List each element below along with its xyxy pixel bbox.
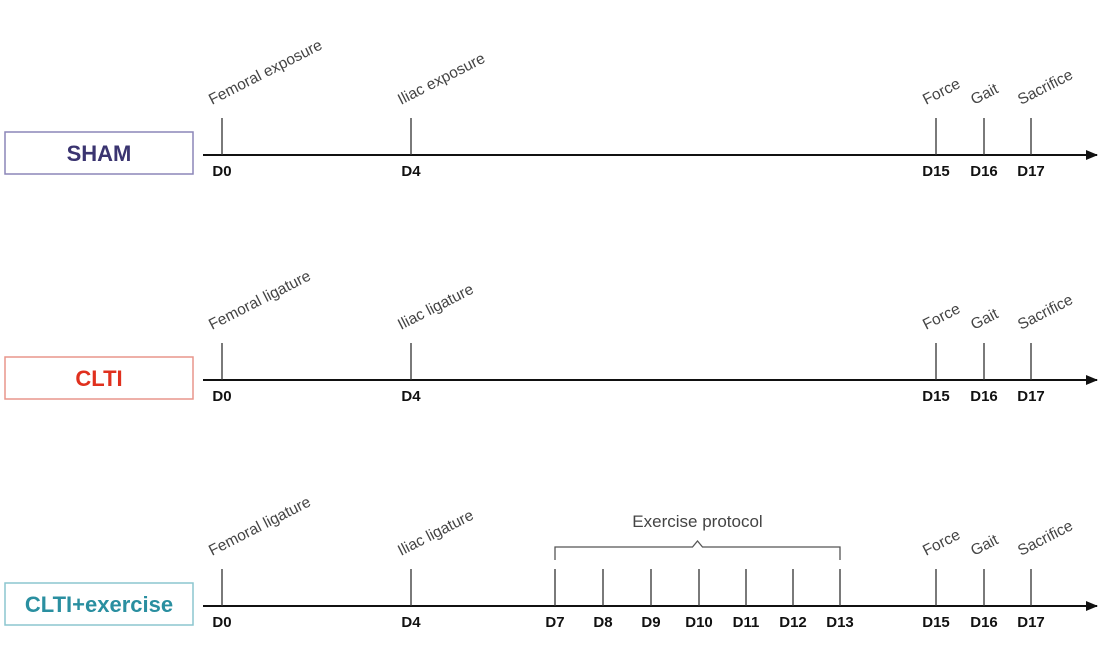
event-label: Femoral exposure [206,37,325,109]
day-label: D15 [922,614,950,631]
day-label: D15 [922,163,950,180]
exercise-protocol-label: Exercise protocol [632,512,762,531]
group-label: CLTI [75,366,122,391]
day-label: D9 [641,614,660,631]
event-label: Sacrifice [1015,291,1076,333]
day-label: D12 [779,614,807,631]
day-label: D11 [733,614,760,631]
event-label: Gait [968,531,1002,559]
event-label: Gait [968,305,1002,333]
day-label: D16 [970,163,998,180]
event-label: Femoral ligature [206,268,314,334]
day-label: D15 [922,388,950,405]
event-label: Iliac ligature [395,507,476,560]
day-label: D13 [826,614,854,631]
day-label: D16 [970,388,998,405]
group-box [4,356,194,400]
day-label: D17 [1017,388,1045,405]
day-label: D0 [212,163,231,180]
event-label: Sacrifice [1015,517,1076,559]
event-label: Gait [968,80,1002,108]
event-label: Femoral ligature [206,494,314,560]
day-label: D0 [212,614,231,631]
day-label: D7 [545,614,564,631]
day-label: D4 [401,163,421,180]
day-label: D0 [212,388,231,405]
group-label: CLTI+exercise [25,592,173,617]
event-label: Iliac ligature [395,281,476,334]
exercise-bracket [554,539,841,560]
event-label: Iliac exposure [395,50,488,109]
event-label: Force [920,300,963,333]
day-label: D8 [593,614,612,631]
group-box [4,131,194,175]
day-label: D10 [685,614,713,631]
day-label: D4 [401,388,421,405]
day-label: D4 [401,614,421,631]
day-label: D17 [1017,614,1045,631]
group-label: SHAM [67,141,132,166]
group-box [4,582,194,626]
event-label: Sacrifice [1015,66,1076,108]
day-label: D16 [970,614,998,631]
event-label: Force [920,526,963,559]
event-label: Force [920,75,963,108]
day-label: D17 [1017,163,1045,180]
